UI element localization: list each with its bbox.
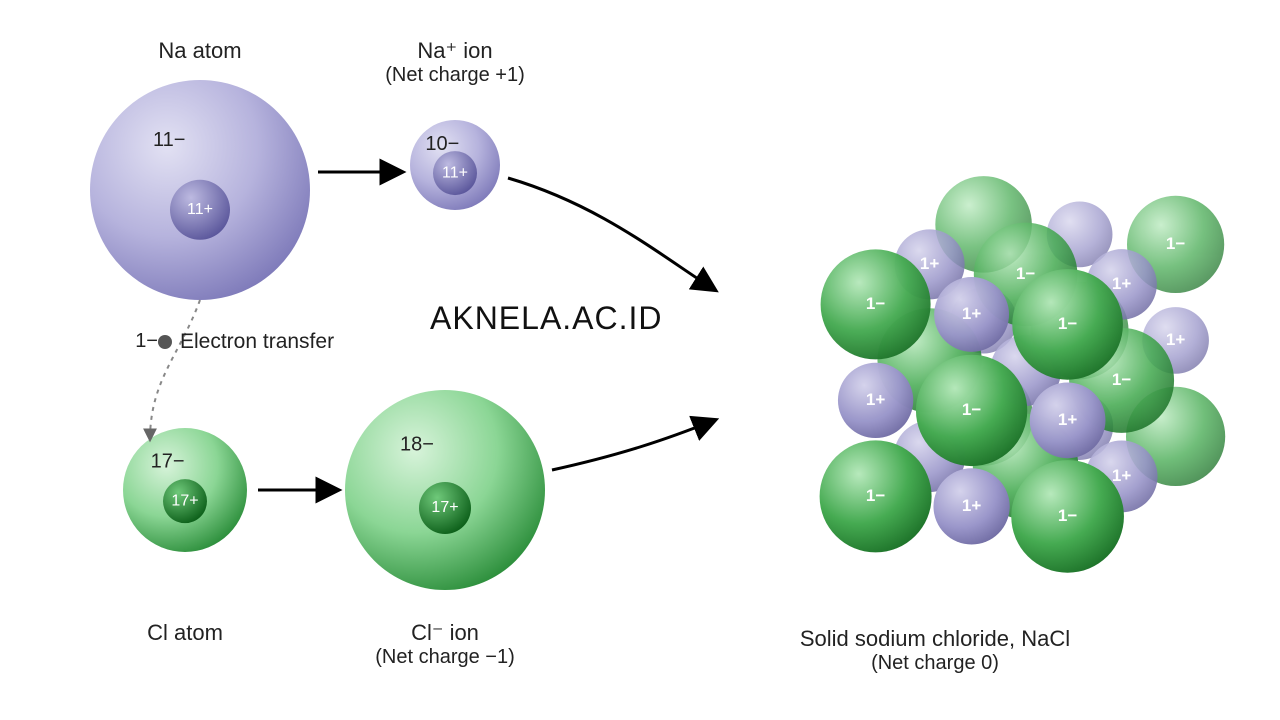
lattice-na-ion: 1+ bbox=[838, 363, 913, 438]
diagram-svg: 1−1+1+1−1+1−1+1−1+1−1+1−1+1−1+1− 11−11+1… bbox=[0, 0, 1280, 720]
electron-transfer-label: Electron transfer bbox=[180, 330, 380, 354]
lattice-cl-ion: 1− bbox=[821, 249, 931, 359]
svg-text:10−: 10− bbox=[425, 133, 459, 155]
svg-text:11+: 11+ bbox=[187, 201, 213, 218]
svg-text:1−: 1− bbox=[1058, 506, 1077, 525]
svg-text:18−: 18− bbox=[400, 433, 434, 455]
lattice-cl-ion: 1− bbox=[1012, 269, 1123, 380]
svg-text:1−: 1− bbox=[866, 486, 885, 505]
cl-ion: 18− 17+ bbox=[345, 390, 545, 590]
svg-text:1−: 1− bbox=[1112, 370, 1131, 389]
svg-text:1+: 1+ bbox=[1058, 410, 1077, 429]
svg-text:1+: 1+ bbox=[920, 254, 939, 273]
na-ion: 10− 11+ bbox=[410, 120, 500, 210]
svg-text:1−: 1− bbox=[1166, 234, 1185, 253]
cl-ion-label-2: (Net charge −1) bbox=[355, 646, 535, 669]
cl-atom: 17− 17+ bbox=[123, 428, 247, 552]
svg-text:1−: 1− bbox=[1058, 314, 1077, 333]
diagram-stage: 1−1+1+1−1+1−1+1−1+1−1+1−1+1−1+1− 11−11+1… bbox=[0, 0, 1280, 720]
svg-text:11−: 11− bbox=[153, 129, 185, 151]
lattice-cl-ion: 1− bbox=[916, 355, 1027, 466]
svg-text:1+: 1+ bbox=[1112, 466, 1131, 485]
svg-text:17+: 17+ bbox=[431, 499, 458, 516]
lattice-na-ion: 1+ bbox=[1030, 383, 1106, 459]
svg-text:1−: 1− bbox=[962, 400, 981, 419]
svg-text:1+: 1+ bbox=[1112, 274, 1131, 293]
electron-transfer-1minus: 1− bbox=[118, 330, 158, 353]
arrow-na-to-lattice bbox=[508, 178, 715, 290]
svg-text:1+: 1+ bbox=[1166, 330, 1185, 349]
watermark-text: AKNELA.AC.ID bbox=[430, 300, 663, 337]
lattice-cl-ion: 1− bbox=[1011, 460, 1124, 573]
svg-text:11+: 11+ bbox=[442, 164, 468, 181]
electron-transfer-arrow bbox=[150, 300, 200, 440]
cl-ion-label-1: Cl⁻ ion bbox=[385, 620, 505, 646]
lattice-caption-1: Solid sodium chloride, NaCl bbox=[770, 626, 1100, 652]
svg-text:1+: 1+ bbox=[866, 390, 885, 409]
na-atom: 11− 11+ bbox=[90, 80, 310, 300]
na-ion-label-2: (Net charge +1) bbox=[365, 64, 545, 87]
lattice-cube: 1− 1+ 1+ 1− 1+ 1− 1+ 1− 1+ 1− 1+ 1− 1+ 1− 1+ 1− bbox=[820, 176, 1226, 573]
svg-text:1−: 1− bbox=[866, 294, 885, 313]
lattice-caption-2: (Net charge 0) bbox=[770, 652, 1100, 675]
na-ion-label-1: Na⁺ ion bbox=[395, 38, 515, 64]
lattice-na-ion: 1+ bbox=[933, 468, 1009, 544]
lattice-cl-ion: 1− bbox=[820, 440, 932, 552]
lattice-na-ion: 1+ bbox=[934, 277, 1009, 352]
svg-text:1−: 1− bbox=[1016, 264, 1035, 283]
svg-text:1+: 1+ bbox=[962, 496, 981, 515]
arrow-cl-to-lattice bbox=[552, 420, 715, 470]
svg-text:17+: 17+ bbox=[171, 492, 198, 509]
cl-atom-label: Cl atom bbox=[135, 620, 235, 646]
svg-text:1+: 1+ bbox=[962, 304, 981, 323]
electron-dot bbox=[158, 335, 172, 349]
svg-text:17−: 17− bbox=[151, 450, 185, 472]
na-atom-label: Na atom bbox=[150, 38, 250, 64]
